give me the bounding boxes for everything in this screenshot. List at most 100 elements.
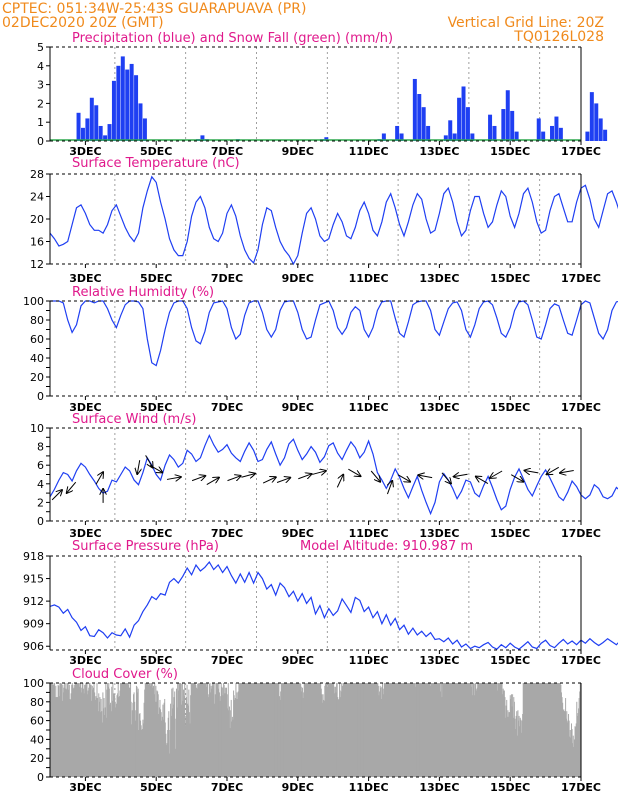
precip-bar bbox=[120, 56, 125, 141]
cloud-bar bbox=[515, 729, 517, 777]
cloud-bar bbox=[258, 683, 260, 777]
cloud-bar bbox=[473, 683, 475, 777]
cloud-bar bbox=[440, 683, 442, 777]
cloud-bar bbox=[401, 683, 403, 777]
cloud-bar bbox=[237, 691, 239, 777]
wind-arrow bbox=[490, 470, 503, 478]
cloud-bar bbox=[192, 683, 194, 777]
cloud-bar bbox=[553, 683, 555, 777]
cloud-bar bbox=[250, 683, 252, 777]
precip-ylabel: 1 bbox=[37, 116, 44, 129]
precip-xlabel: 11DEC bbox=[349, 145, 389, 158]
panel-pres: Surface Pressure (hPa) Model Altitude: 91… bbox=[23, 539, 618, 667]
cloud-bar bbox=[210, 692, 212, 777]
cloud-bar bbox=[284, 683, 286, 777]
cloud-bar bbox=[363, 683, 365, 777]
cloud-title: Cloud Cover (%) bbox=[72, 667, 178, 682]
cloud-bar bbox=[430, 683, 432, 777]
cloud-bar bbox=[550, 683, 552, 777]
cloud-bar bbox=[236, 692, 238, 777]
cloud-bar bbox=[227, 694, 229, 777]
wind-arrow bbox=[348, 468, 360, 476]
cloud-bar bbox=[293, 683, 295, 777]
cloud-bar bbox=[444, 683, 446, 777]
wind-arrow bbox=[95, 472, 103, 485]
cloud-bar bbox=[158, 714, 160, 777]
wind-xlabel: 15DEC bbox=[490, 527, 530, 540]
cloud-bar bbox=[475, 688, 477, 777]
cloud-bar bbox=[543, 683, 545, 777]
cloud-bar bbox=[317, 683, 319, 777]
cloud-bar bbox=[407, 683, 409, 777]
cloud-bar bbox=[329, 683, 331, 777]
cloud-bar bbox=[426, 683, 428, 777]
cloud-bar bbox=[146, 683, 148, 777]
cloud-bar bbox=[163, 719, 165, 777]
cloud-bar bbox=[153, 694, 155, 777]
cloud-bar bbox=[479, 683, 481, 777]
cloud-bar bbox=[57, 684, 59, 777]
cloud-bar bbox=[568, 720, 570, 777]
cloud-bar bbox=[195, 687, 197, 777]
cloud-bar bbox=[523, 683, 525, 777]
cloud-bar bbox=[474, 683, 476, 777]
cloud-bar bbox=[455, 683, 457, 777]
cloud-bar bbox=[460, 683, 462, 777]
cloud-bar bbox=[295, 683, 297, 777]
cloud-bar bbox=[105, 683, 107, 777]
cloud-bar bbox=[58, 685, 60, 777]
cloud-bar bbox=[118, 697, 120, 777]
cloud-bar bbox=[170, 703, 172, 777]
cloud-bar bbox=[526, 683, 528, 777]
cloud-bar bbox=[363, 683, 365, 777]
cloud-bar bbox=[232, 719, 234, 777]
cloud-bar bbox=[178, 683, 180, 777]
cloud-bar bbox=[246, 683, 248, 777]
precip-bar bbox=[536, 118, 541, 141]
cloud-bar bbox=[133, 692, 135, 777]
cloud-bar bbox=[95, 696, 97, 777]
precip-bar bbox=[589, 92, 594, 141]
cloud-bar bbox=[127, 683, 129, 777]
cloud-bar bbox=[53, 683, 55, 777]
cloud-bar bbox=[553, 683, 555, 777]
precip-ylabel: 3 bbox=[37, 79, 44, 92]
cloud-xlabel: 11DEC bbox=[349, 781, 389, 794]
cloud-bar bbox=[432, 683, 434, 777]
cloud-bar bbox=[65, 688, 67, 777]
cloud-bar bbox=[268, 683, 270, 777]
cloud-bar bbox=[535, 683, 537, 777]
cloud-bar bbox=[535, 683, 537, 777]
cloud-bar bbox=[354, 683, 356, 777]
temp-xlabel: 5DEC bbox=[140, 272, 172, 285]
cloud-bar bbox=[456, 683, 458, 777]
cloud-ylabel: 40 bbox=[30, 733, 44, 746]
cloud-bar bbox=[108, 688, 110, 777]
cloud-bar bbox=[549, 683, 551, 777]
cloud-bar bbox=[470, 686, 472, 777]
cloud-bar bbox=[533, 683, 535, 777]
cloud-bar bbox=[234, 698, 236, 777]
cloud-bar bbox=[54, 697, 56, 777]
cloud-bar bbox=[566, 722, 568, 777]
cloud-bar bbox=[271, 683, 273, 777]
cloud-bar bbox=[269, 683, 271, 777]
cloud-bar bbox=[449, 683, 451, 777]
cloud-bar bbox=[289, 683, 290, 777]
cloud-bar bbox=[572, 735, 574, 777]
cloud-bar bbox=[426, 683, 428, 777]
cloud-bar bbox=[210, 685, 212, 777]
cloud-bar bbox=[491, 683, 493, 777]
cloud-xlabel: 3DEC bbox=[69, 781, 101, 794]
precip-xlabel: 9DEC bbox=[282, 145, 314, 158]
cloud-bar bbox=[101, 722, 103, 777]
cloud-bar bbox=[274, 683, 276, 777]
cloud-bar bbox=[470, 683, 472, 777]
cloud-bar bbox=[248, 683, 250, 777]
cloud-bar bbox=[174, 748, 176, 777]
rh-xlabel: 5DEC bbox=[140, 401, 172, 414]
rh-xlabel: 9DEC bbox=[282, 401, 314, 414]
precip-bar bbox=[138, 103, 143, 141]
cloud-bar bbox=[341, 691, 343, 777]
cloud-bar bbox=[190, 695, 192, 777]
